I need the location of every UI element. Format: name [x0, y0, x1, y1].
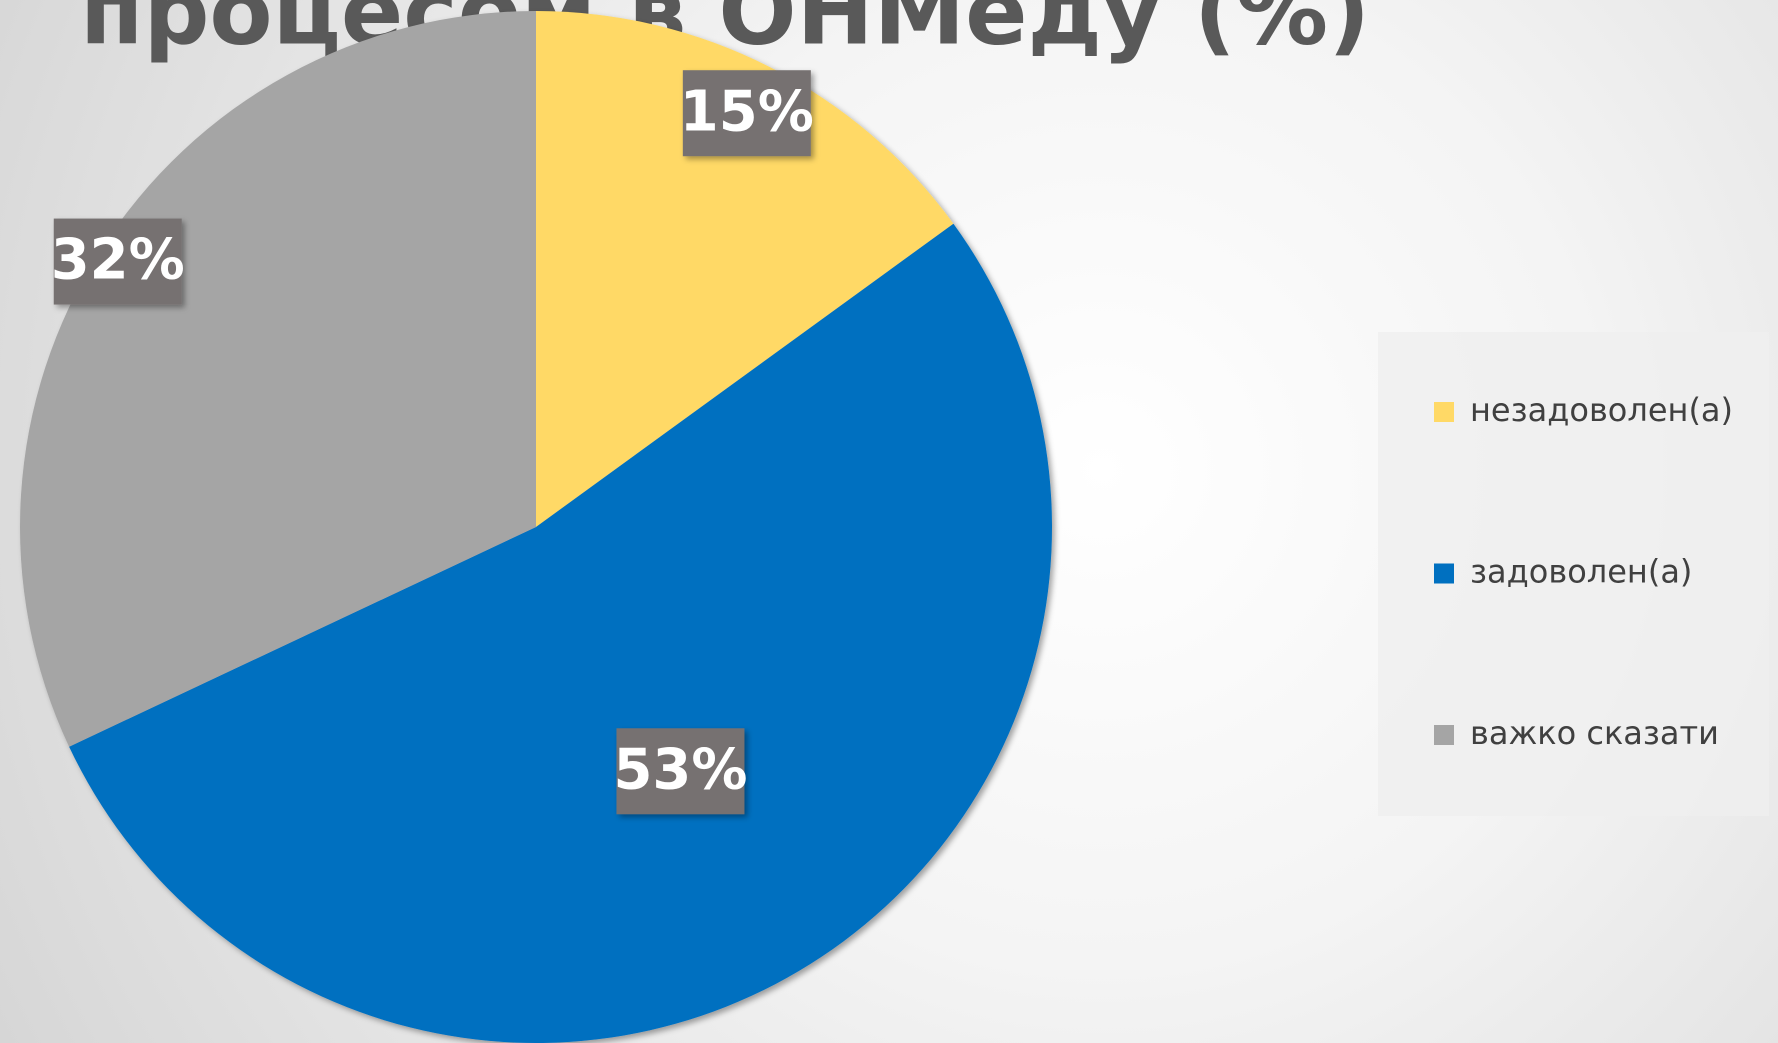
data-label: 15%	[680, 79, 814, 144]
pie-slice	[20, 11, 537, 747]
legend-marker	[1434, 563, 1454, 584]
legend-label: важко сказати	[1470, 714, 1719, 752]
pie	[20, 11, 1052, 1043]
legend-label: незадоволен(а)	[1470, 391, 1733, 429]
pie-slice	[536, 11, 954, 527]
data-label-box	[682, 70, 811, 157]
data-label-box	[616, 728, 745, 815]
legend-marker	[1434, 402, 1454, 422]
pie-slice	[69, 223, 1052, 1043]
data-label: 32%	[51, 228, 185, 293]
legend-label: задоволен(а)	[1470, 553, 1692, 591]
data-label-box	[53, 218, 182, 305]
data-label: 53%	[613, 737, 747, 802]
legend-marker	[1434, 725, 1454, 745]
